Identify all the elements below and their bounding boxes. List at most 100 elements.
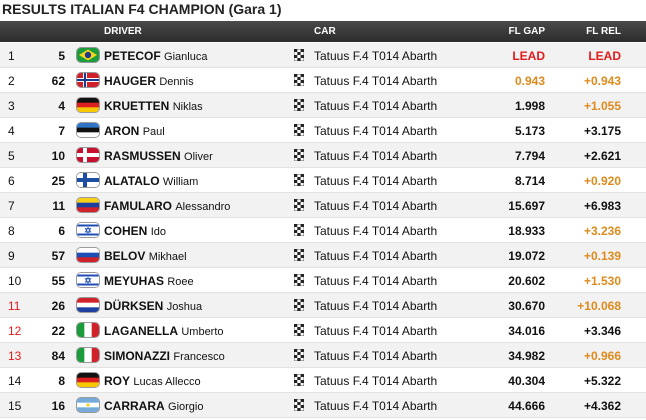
fl-rel: +0.139 — [583, 249, 621, 263]
position: 4 — [8, 124, 15, 138]
flag — [77, 148, 99, 162]
result-row: 1 5 PETECOF Gianluca Tatuus F.4 T014 Abarth… — [0, 43, 646, 68]
result-row: 10 55 MEYUHAS Roee Tatuus F.4 T014 Abarth 20… — [0, 268, 646, 293]
fl-rel: +1.055 — [583, 99, 621, 113]
car-icon — [293, 298, 305, 314]
car-number: 25 — [51, 174, 65, 188]
driver: CARRARA Giorgio — [104, 399, 203, 413]
driver: ARON Paul — [104, 124, 165, 138]
header-rel: FL REL — [586, 26, 621, 37]
position: 6 — [8, 174, 15, 188]
car-number: 55 — [51, 274, 65, 288]
result-row: 12 22 LAGANELLA Umberto Tatuus F.4 T014 Aba… — [0, 318, 646, 343]
driver: COHEN Ido — [104, 224, 166, 238]
result-row: 9 57 BELOV Mikhael Tatuus F.4 T014 Abarth 19… — [0, 243, 646, 268]
car-icon — [293, 273, 305, 289]
result-row: 8 6 COHEN Ido Tatuus F.4 T014 Abarth 18.933 +… — [0, 218, 646, 243]
result-row: 4 7 ARON Paul Tatuus F.4 T014 Abarth 5.173 +3… — [0, 118, 646, 143]
car-icon — [293, 248, 305, 264]
fl-gap: 44.666 — [508, 399, 545, 413]
position: 7 — [8, 199, 15, 213]
driver-first-name: Lucas Allecco — [133, 376, 201, 388]
position: 11 — [8, 299, 21, 313]
driver-first-name: Gianluca — [164, 51, 208, 63]
fl-rel: +4.362 — [583, 399, 621, 413]
car-icon — [293, 398, 305, 414]
car-icon — [293, 323, 305, 339]
fl-rel: +0.966 — [583, 349, 621, 363]
result-row: 15 16 CARRARA Giorgio Tatuus F.4 T014 Abart… — [0, 393, 646, 418]
car: Tatuus F.4 T014 Abarth — [314, 299, 438, 313]
flag — [77, 373, 99, 387]
car: Tatuus F.4 T014 Abarth — [314, 199, 438, 213]
car: Tatuus F.4 T014 Abarth — [314, 349, 438, 363]
car-icon — [293, 198, 305, 214]
fl-gap: 19.072 — [508, 249, 545, 263]
driver: BELOV Mikhael — [104, 249, 187, 263]
header-bar: DRIVER CAR FL GAP FL REL — [0, 21, 646, 42]
driver-last-name: PETECOF — [104, 49, 161, 63]
car-number: 11 — [52, 199, 65, 213]
driver-first-name: Ido — [150, 226, 166, 238]
fl-rel: +3.175 — [583, 124, 621, 138]
car: Tatuus F.4 T014 Abarth — [314, 374, 438, 388]
driver-last-name: FAMULARO — [104, 199, 172, 213]
car-icon — [293, 98, 305, 114]
header-driver: DRIVER — [104, 26, 142, 37]
driver: DÜRKSEN Joshua — [104, 299, 202, 313]
driver-first-name: Dennis — [159, 76, 194, 88]
driver-first-name: Alessandro — [175, 201, 231, 213]
fl-gap: 20.602 — [508, 274, 545, 288]
result-row: 7 11 FAMULARO Alessandro Tatuus F.4 T014 Ab… — [0, 193, 646, 218]
car-number: 6 — [58, 224, 65, 238]
fl-rel: +6.983 — [583, 199, 621, 213]
result-row: 2 62 HAUGER Dennis Tatuus F.4 T014 Abarth 0.… — [0, 68, 646, 93]
driver-last-name: COHEN — [104, 224, 148, 238]
result-row: 5 10 RASMUSSEN Oliver Tatuus F.4 T014 Abart… — [0, 143, 646, 168]
flag — [77, 73, 99, 87]
driver-last-name: DÜRKSEN — [104, 299, 164, 313]
fl-gap: 40.304 — [508, 374, 545, 388]
driver-first-name: Francesco — [173, 351, 225, 363]
car: Tatuus F.4 T014 Abarth — [314, 174, 438, 188]
car-number: 16 — [51, 399, 65, 413]
driver-last-name: CARRARA — [104, 399, 165, 413]
car-icon — [293, 173, 305, 189]
flag — [77, 173, 99, 187]
result-row: 14 8 ROY Lucas Allecco Tatuus F.4 T014 Abar… — [0, 368, 646, 393]
driver: ALATALO William — [104, 174, 198, 188]
car: Tatuus F.4 T014 Abarth — [314, 324, 438, 338]
flag — [77, 348, 99, 362]
result-row: 3 4 KRUETTEN Niklas Tatuus F.4 T014 Abarth 1… — [0, 93, 646, 118]
driver-first-name: Mikhael — [148, 251, 187, 263]
header-gap: FL GAP — [508, 26, 545, 37]
position: 10 — [8, 274, 22, 288]
driver-last-name: HAUGER — [104, 74, 157, 88]
car: Tatuus F.4 T014 Abarth — [314, 99, 438, 113]
driver: ROY Lucas Allecco — [104, 374, 201, 388]
driver-last-name: MEYUHAS — [104, 274, 165, 288]
car: Tatuus F.4 T014 Abarth — [314, 124, 438, 138]
fl-rel: +2.621 — [583, 149, 621, 163]
position: 14 — [8, 374, 22, 388]
car-number: 10 — [51, 149, 65, 163]
driver-first-name: Joshua — [166, 301, 203, 313]
fl-rel: +3.236 — [583, 224, 621, 238]
flag — [77, 223, 99, 237]
fl-gap: 18.933 — [508, 224, 545, 238]
driver-last-name: ARON — [104, 124, 140, 138]
car: Tatuus F.4 T014 Abarth — [314, 49, 438, 63]
position: 5 — [8, 149, 15, 163]
car-number: 26 — [51, 299, 65, 313]
position: 1 — [8, 49, 15, 63]
car-icon — [293, 48, 305, 64]
fl-rel: +1.530 — [583, 274, 621, 288]
car: Tatuus F.4 T014 Abarth — [314, 149, 438, 163]
position: 15 — [8, 399, 22, 413]
fl-gap: 34.982 — [508, 349, 545, 363]
driver-first-name: Roee — [167, 276, 194, 288]
car: Tatuus F.4 T014 Abarth — [314, 274, 438, 288]
car: Tatuus F.4 T014 Abarth — [314, 74, 438, 88]
driver: LAGANELLA Umberto — [104, 324, 224, 338]
driver-last-name: KRUETTEN — [104, 99, 170, 113]
